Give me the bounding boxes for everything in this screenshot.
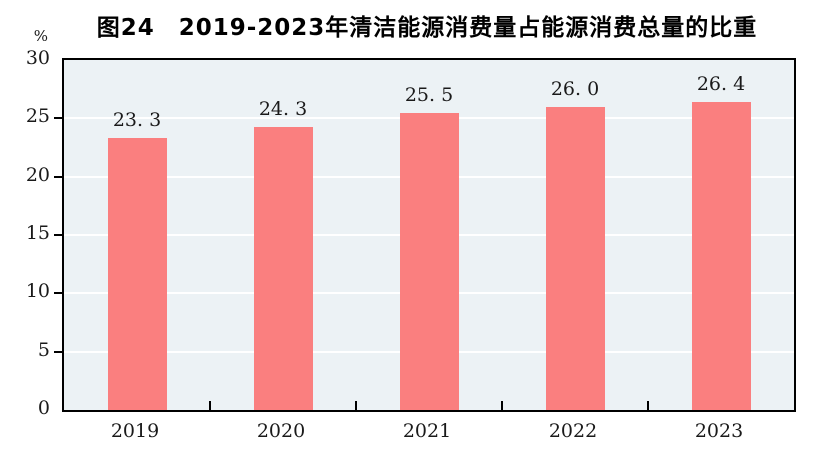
y-axis-label-5: 5 <box>37 338 50 361</box>
x-axis-boundary-tick-2 <box>355 401 357 410</box>
bar-2020 <box>253 126 313 410</box>
x-axis-boundary-tick-4 <box>647 401 649 410</box>
x-axis-label-2019: 2019 <box>110 420 160 442</box>
x-axis-label-2022: 2022 <box>548 420 598 442</box>
bar-2022 <box>545 106 605 410</box>
y-axis-label-20: 20 <box>25 163 50 186</box>
bar-2023 <box>691 102 751 410</box>
x-axis-boundary-tick-3 <box>501 401 503 410</box>
bar-value-label-2022: 26. 0 <box>550 77 600 100</box>
bar-value-label-2023: 26. 4 <box>696 73 746 95</box>
y-axis-tick-20 <box>54 175 62 178</box>
bar-2021 <box>399 112 459 410</box>
y-axis-label-0: 0 <box>37 397 50 419</box>
bar-2019 <box>107 138 167 410</box>
y-axis-tick-25 <box>54 117 62 120</box>
y-axis-tick-15 <box>54 234 62 236</box>
y-axis-label-10: 10 <box>25 280 50 303</box>
x-axis-label-2021: 2021 <box>402 420 452 442</box>
y-axis-unit-label: % <box>33 27 48 45</box>
bar-value-label-2021: 25. 5 <box>404 83 454 106</box>
y-axis-tick-10 <box>54 292 62 295</box>
bar-value-label-2020: 24. 3 <box>258 97 308 120</box>
plot-area: 23. 3 24. 3 25. 5 26. 0 26. 4 <box>54 58 796 412</box>
chart-title: 图24 2019-2023年清洁能源消费量占能源消费总量的比重 <box>96 15 758 41</box>
y-axis-label-30: 30 <box>25 47 50 69</box>
y-axis-tick-labels: 0 5 10 15 20 25 30 <box>0 47 50 419</box>
y-axis-label-15: 15 <box>25 222 50 244</box>
x-axis-label-2023: 2023 <box>694 420 744 442</box>
y-axis-tick-5 <box>54 350 62 353</box>
bar-value-label-2019: 23. 3 <box>112 109 162 132</box>
y-axis-label-25: 25 <box>25 105 50 128</box>
x-axis-tick-labels: 2019 2020 2021 2022 2023 <box>62 418 792 444</box>
x-axis-boundary-tick-1 <box>209 401 211 410</box>
x-axis-label-2020: 2020 <box>256 420 306 442</box>
